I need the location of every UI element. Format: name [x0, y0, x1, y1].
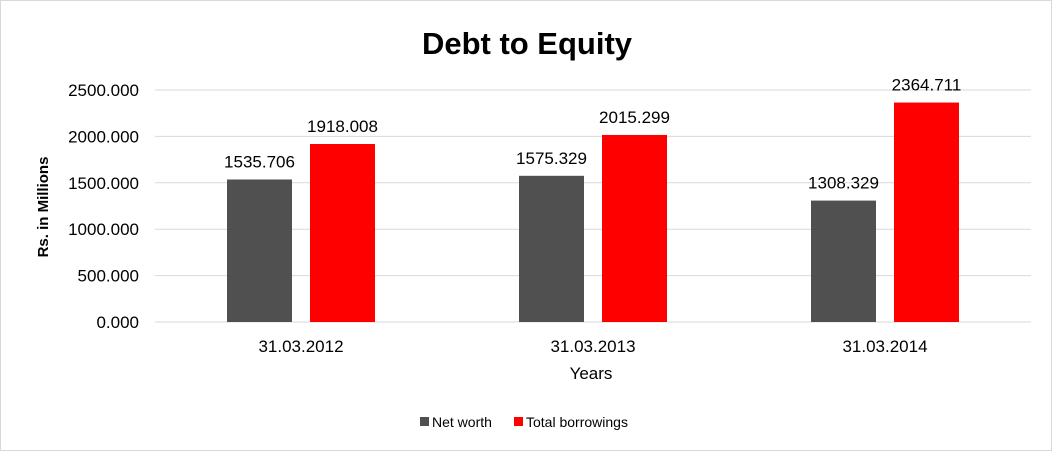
x-tick-label: 31.03.2014: [842, 337, 927, 356]
y-tick-label: 1000.000: [68, 220, 139, 239]
bar-total-borrowings: [310, 144, 375, 322]
legend-swatch: [420, 417, 429, 426]
data-label: 1308.329: [808, 174, 879, 193]
x-tick-label: 31.03.2012: [258, 337, 343, 356]
data-label: 2015.299: [599, 108, 670, 127]
x-axis-label: Years: [570, 364, 613, 383]
bars: [227, 102, 959, 323]
data-label: 1918.008: [307, 117, 378, 136]
y-tick-labels: 0.000 500.000 1000.000 1500.000 2000.000 2500…: [68, 81, 139, 332]
legend-swatch: [514, 417, 523, 426]
data-label: 1575.329: [516, 149, 587, 168]
gridlines: [155, 89, 1031, 323]
y-tick-label: 500.000: [78, 267, 139, 286]
data-labels: 1535.706 1918.008 1575.329 2015.299 1308.329…: [224, 76, 961, 193]
y-tick-label: 1500.000: [68, 174, 139, 193]
legend-label: Total borrowings: [526, 414, 628, 430]
data-label: 2364.711: [892, 76, 962, 95]
y-tick-label: 2500.000: [68, 81, 139, 100]
y-tick-label: 0.000: [96, 313, 139, 332]
bar-total-borrowings: [602, 134, 667, 322]
data-label: 1535.706: [224, 152, 295, 171]
y-tick-label: 2000.000: [68, 127, 139, 146]
bar-total-borrowings: [894, 102, 959, 323]
x-tick-labels: 31.03.2012 31.03.2013 31.03.2014: [258, 337, 927, 356]
y-axis-label: Rs. in Millions: [35, 157, 52, 258]
bar-net-worth: [811, 200, 876, 322]
x-tick-label: 31.03.2013: [550, 337, 635, 356]
bar-net-worth: [227, 179, 292, 322]
chart-title: Debt to Equity: [422, 26, 633, 61]
legend-label: Net worth: [432, 414, 492, 430]
bar-net-worth: [519, 175, 584, 322]
legend: Net worth Total borrowings: [420, 414, 628, 430]
